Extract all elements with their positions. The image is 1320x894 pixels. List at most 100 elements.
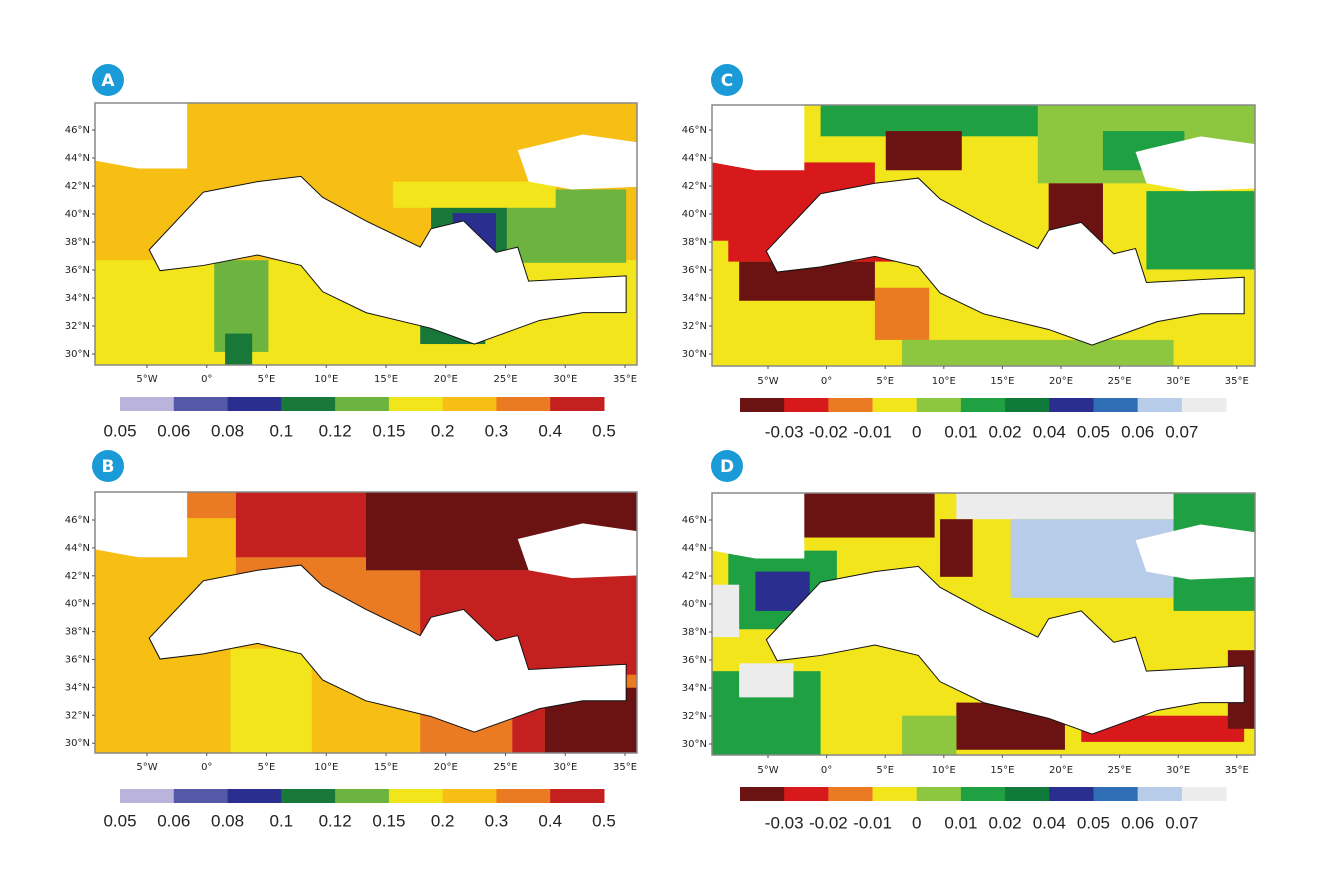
colorbar-swatch bbox=[1137, 398, 1183, 412]
lon-label: 25°E bbox=[493, 762, 517, 773]
colorbar-swatch bbox=[960, 787, 1006, 801]
colorbar-label: 0.02 bbox=[989, 813, 1022, 832]
colorbar-swatch bbox=[173, 789, 229, 803]
lon-label: 25°E bbox=[493, 374, 517, 385]
colorbar-swatch bbox=[960, 398, 1006, 412]
colorbar-swatch bbox=[1137, 787, 1183, 801]
colorbar-swatch bbox=[784, 787, 829, 801]
colorbar-label: 0.01 bbox=[944, 813, 977, 832]
sea bbox=[95, 492, 188, 558]
lat-label: 46°N bbox=[682, 515, 707, 526]
colorbar-swatch bbox=[442, 789, 497, 803]
lat-label: 32°N bbox=[682, 321, 707, 332]
lon-label: 0° bbox=[201, 374, 212, 385]
lat-label: 44°N bbox=[65, 543, 90, 554]
colorbar-swatch bbox=[496, 789, 551, 803]
lon-label: 5°E bbox=[876, 376, 894, 387]
lat-label: 34°N bbox=[682, 293, 707, 304]
map-region bbox=[902, 339, 1174, 366]
panel-badge bbox=[711, 450, 743, 482]
map-region bbox=[393, 181, 556, 208]
colorbar-swatch bbox=[281, 397, 336, 411]
sea bbox=[1135, 524, 1255, 580]
map bbox=[712, 493, 1255, 755]
colorbar-label: -0.02 bbox=[809, 813, 848, 832]
map-region bbox=[739, 663, 794, 698]
lat-label: 38°N bbox=[682, 627, 707, 638]
colorbar-label: -0.03 bbox=[765, 813, 804, 832]
colorbar-swatch bbox=[916, 398, 962, 412]
map bbox=[95, 103, 637, 365]
colorbar-label: 0.3 bbox=[485, 421, 509, 440]
colorbar-swatch bbox=[227, 397, 282, 411]
sea bbox=[149, 565, 627, 733]
lat-label: 30°N bbox=[65, 738, 90, 749]
colorbar-swatch bbox=[1093, 398, 1139, 412]
lon-label: 35°E bbox=[613, 374, 637, 385]
map-region bbox=[230, 648, 312, 753]
colorbar-label: 0.1 bbox=[270, 811, 294, 830]
colorbar-swatch bbox=[550, 397, 605, 411]
colorbar-label: 0.15 bbox=[372, 811, 405, 830]
map-region bbox=[956, 493, 1174, 520]
colorbar-label: 0.06 bbox=[157, 421, 190, 440]
colorbar-swatch bbox=[1181, 787, 1227, 801]
lat-label: 36°N bbox=[65, 655, 90, 666]
colorbar-swatch bbox=[388, 789, 444, 803]
sea bbox=[517, 134, 637, 190]
sea bbox=[149, 176, 627, 345]
colorbar-label: 0.4 bbox=[538, 421, 562, 440]
lat-label: 40°N bbox=[682, 209, 707, 220]
lat-label: 32°N bbox=[65, 321, 90, 332]
colorbar-label: 0.12 bbox=[319, 421, 352, 440]
colorbar-label: -0.02 bbox=[809, 422, 848, 441]
map-region bbox=[1146, 191, 1255, 270]
map bbox=[712, 105, 1255, 366]
lon-label: 0° bbox=[821, 376, 832, 387]
colorbar-swatch bbox=[120, 789, 175, 803]
colorbar-swatch bbox=[227, 789, 282, 803]
map-region bbox=[874, 287, 930, 340]
sea bbox=[712, 493, 805, 559]
colorbar-swatch bbox=[442, 397, 497, 411]
panel-label: A bbox=[101, 71, 115, 91]
sea bbox=[766, 566, 1245, 735]
lon-label: 15°E bbox=[374, 374, 398, 385]
panel-badge bbox=[92, 450, 124, 482]
lon-label: 10°E bbox=[932, 376, 956, 387]
lon-label: 30°E bbox=[1166, 376, 1190, 387]
colorbar-label: 0.1 bbox=[270, 421, 294, 440]
lat-label: 34°N bbox=[65, 682, 90, 693]
lon-label: 0° bbox=[201, 762, 212, 773]
lat-label: 42°N bbox=[65, 181, 90, 192]
colorbar-label: 0.01 bbox=[944, 422, 977, 441]
map-frame bbox=[711, 104, 1256, 367]
map-frame bbox=[94, 102, 638, 366]
sea bbox=[766, 178, 1245, 346]
map-frame bbox=[711, 492, 1256, 756]
lon-label: 30°E bbox=[1166, 765, 1190, 776]
colorbar-label: 0.5 bbox=[592, 421, 616, 440]
colorbar-label: -0.01 bbox=[853, 813, 892, 832]
colorbar-label: 0.05 bbox=[103, 421, 136, 440]
colorbar-swatch bbox=[1181, 398, 1227, 412]
sea bbox=[712, 105, 805, 171]
colorbar-label: 0.15 bbox=[372, 421, 405, 440]
lat-label: 36°N bbox=[682, 655, 707, 666]
lat-label: 32°N bbox=[682, 711, 707, 722]
panel-label: C bbox=[721, 71, 733, 91]
lat-label: 44°N bbox=[682, 153, 707, 164]
lat-label: 42°N bbox=[682, 181, 707, 192]
colorbar-label: 0.02 bbox=[989, 422, 1022, 441]
colorbar-label: 0.2 bbox=[431, 811, 455, 830]
panel-label: D bbox=[720, 457, 734, 477]
lon-label: 5°W bbox=[136, 762, 157, 773]
map-region bbox=[940, 519, 973, 577]
lon-label: 10°E bbox=[314, 374, 338, 385]
colorbar-label: -0.03 bbox=[765, 422, 804, 441]
colorbar-swatch bbox=[828, 787, 874, 801]
coastline bbox=[765, 177, 1245, 346]
colorbar-label: 0.4 bbox=[538, 811, 562, 830]
colorbar-swatch bbox=[550, 789, 605, 803]
